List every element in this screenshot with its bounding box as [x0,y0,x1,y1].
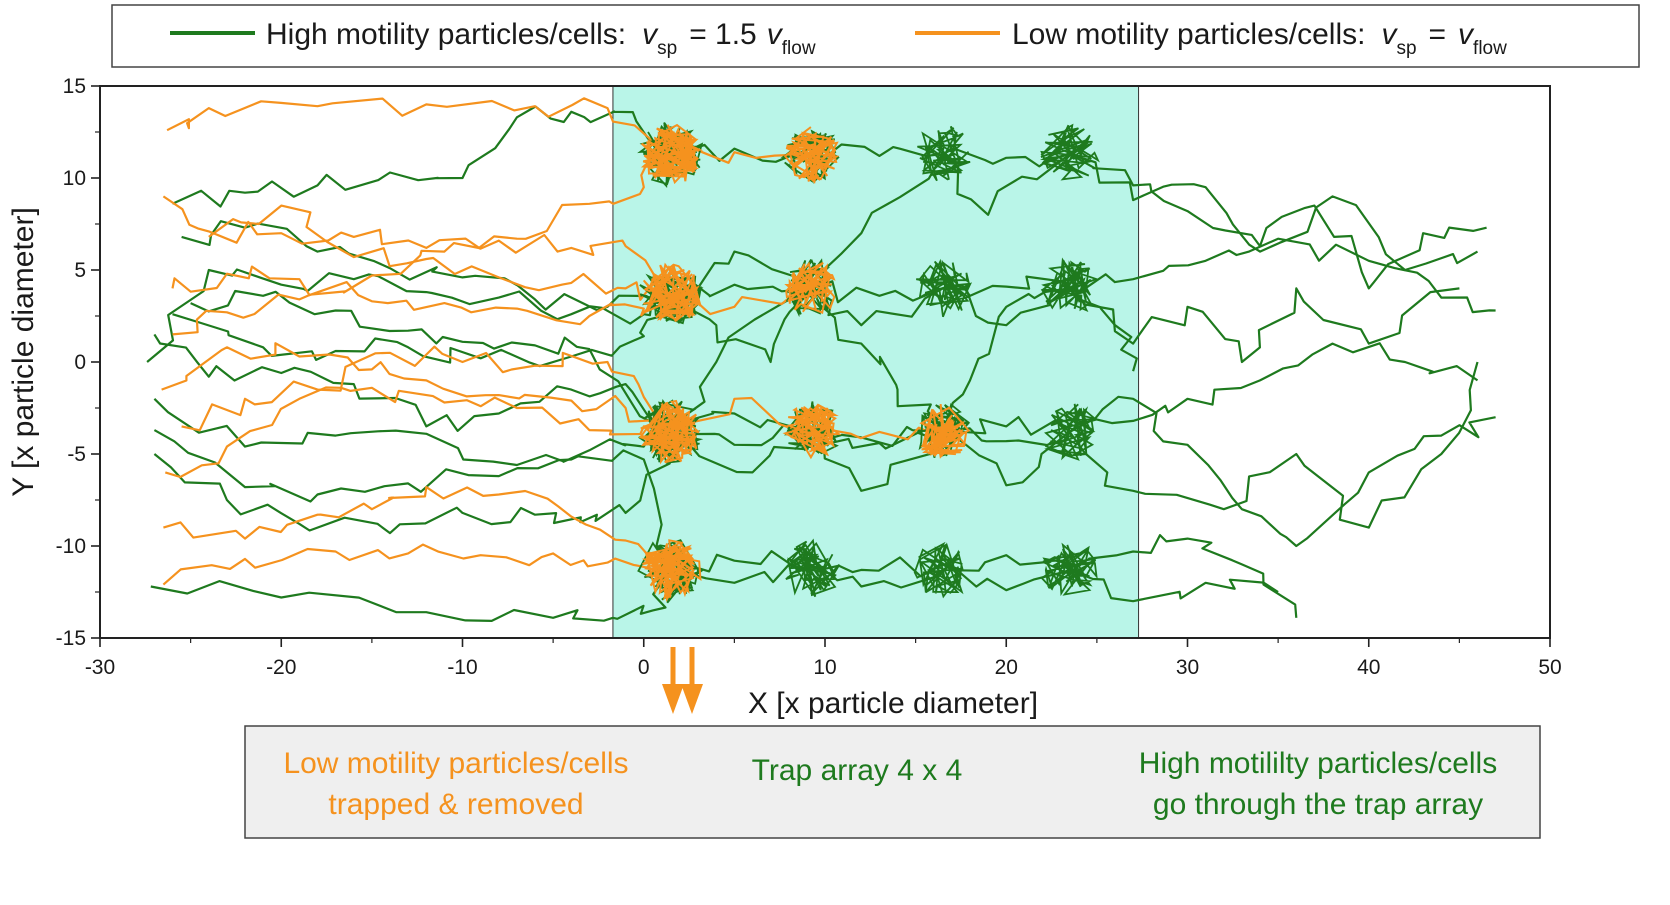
annotation-box: Low motility particles/cells trapped & r… [244,725,1541,839]
trap-cluster-low [638,399,700,465]
trap-cluster-low [783,126,840,184]
trap-region-layer [612,85,1140,639]
x-tick-label: 10 [813,656,836,679]
high-motility-trajectory [181,220,1496,314]
x-tick-label: 40 [1357,656,1380,679]
annotation-background [244,725,1541,839]
note-low-motility-line2: trapped & removed [328,788,583,821]
note-high-motility-line2: go through the trap array [1153,788,1483,821]
note-trap-array: Trap array 4 x 4 [752,754,963,787]
trap-cluster-high [1040,542,1098,597]
x-tick-label: 50 [1538,656,1561,679]
trap-cluster-low [640,123,704,185]
y-tick-label: -10 [56,535,86,558]
trap-cluster-low [784,261,836,314]
y-tick-label: 0 [74,351,86,374]
trap-clusters-layer [637,122,1100,604]
trap-cluster-high [913,541,964,599]
y-tick-label: -5 [67,443,86,466]
trap-cluster-high [917,125,971,182]
note-high-motility-line1: High motililty particles/cells [1139,747,1497,780]
high-motility-trajectory [172,287,1138,433]
x-tick-label: -30 [85,656,115,679]
legend-entry-low: Low motility particles/cells: vsp = vflow [1012,18,1507,59]
y-tick-label: 5 [74,259,86,282]
trap-cluster-low [919,403,971,459]
trap-cluster-high [1040,257,1099,313]
high-motility-trajectory [190,289,1479,529]
trap-cluster-low [641,539,702,603]
trap-cluster-high [785,538,841,598]
y-tick-label: -15 [56,627,86,650]
trap-cluster-high [1044,403,1096,461]
down-arrow-icon [681,647,703,714]
trap-array-region [612,85,1140,639]
y-tick-label: 15 [63,75,86,98]
low-motility-trajectory [208,204,672,301]
x-tick-label: 30 [1176,656,1199,679]
down-arrow-icon [662,647,684,714]
low-motility-trajectory [166,97,672,155]
y-axis-title: Y [x particle diameter] [7,207,40,497]
low-motility-trajectory [163,486,672,571]
low-motility-trajectory [164,386,672,479]
trap-cluster-low [782,403,842,460]
trap-cluster-high [916,258,973,318]
high-motility-trajectory [153,429,1279,603]
trapped-arrows [662,647,703,714]
x-axis-title: X [x particle diameter] [748,687,1038,720]
y-tick-label: 10 [63,167,86,190]
trap-cluster-low [642,262,702,323]
low-motility-trajectory [171,265,672,326]
trap-cluster-high [1039,123,1100,181]
x-tick-label: 0 [638,656,650,679]
legend-entry-high: High motility particles/cells: vsp = 1.5 vf… [266,18,816,59]
x-tick-label: -20 [266,656,296,679]
low-motility-trajectory [162,543,672,586]
low-motility-trajectory [181,345,674,432]
legend: High motility particles/cells: vsp = 1.5 vf… [111,4,1640,68]
x-tick-label: -10 [447,656,477,679]
axis-ticks-layer: -30 -20 -10 0 10 20 30 40 50 -15 -10 -5 0 5 10 15 [56,75,1562,679]
legend-box [111,4,1640,68]
note-low-motility-line1: Low motility particles/cells [283,747,628,780]
x-tick-label: 20 [995,656,1018,679]
